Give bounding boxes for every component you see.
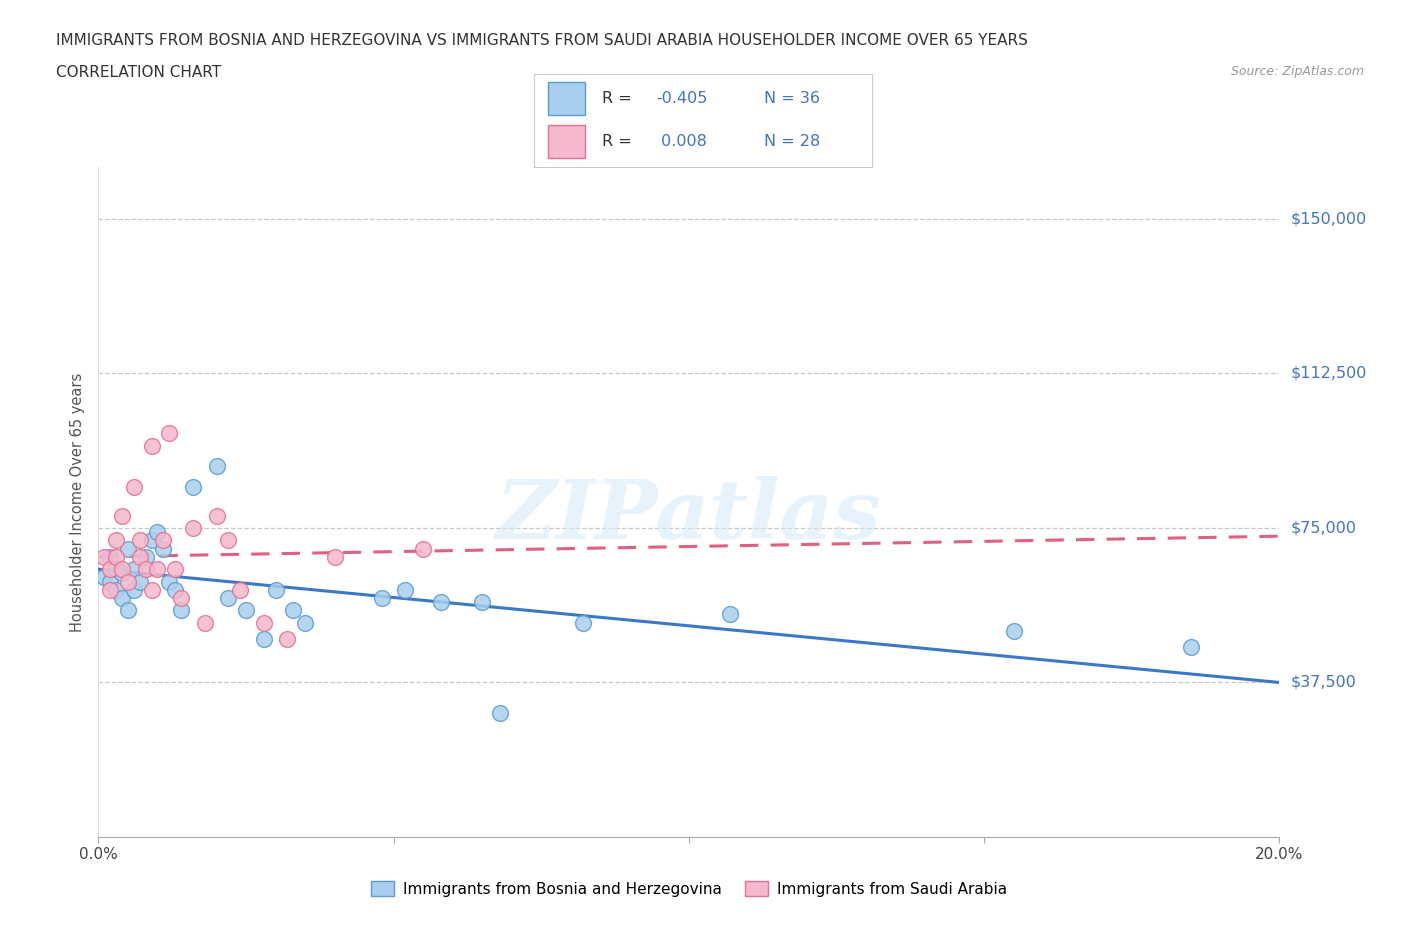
- Point: [141, 438, 163, 453]
- Text: R =: R =: [602, 134, 637, 149]
- Point: [181, 479, 204, 494]
- Point: [170, 603, 193, 618]
- Point: [122, 479, 145, 494]
- Point: [430, 594, 453, 609]
- Point: [128, 533, 150, 548]
- Point: [105, 582, 128, 597]
- Point: [412, 541, 434, 556]
- Point: [152, 541, 174, 556]
- Point: [194, 616, 217, 631]
- Point: [122, 582, 145, 597]
- Point: [371, 591, 394, 605]
- Text: -0.405: -0.405: [655, 91, 707, 106]
- FancyBboxPatch shape: [548, 82, 585, 115]
- Text: $112,500: $112,500: [1291, 365, 1367, 381]
- Point: [128, 550, 150, 565]
- Point: [111, 565, 134, 580]
- Point: [105, 562, 128, 577]
- Text: $75,000: $75,000: [1291, 521, 1357, 536]
- Point: [165, 562, 187, 577]
- Text: Source: ZipAtlas.com: Source: ZipAtlas.com: [1230, 65, 1364, 78]
- Point: [141, 533, 163, 548]
- Point: [128, 574, 150, 589]
- Text: IMMIGRANTS FROM BOSNIA AND HERZEGOVINA VS IMMIGRANTS FROM SAUDI ARABIA HOUSEHOLD: IMMIGRANTS FROM BOSNIA AND HERZEGOVINA V…: [56, 33, 1028, 47]
- Point: [217, 591, 239, 605]
- Point: [1180, 640, 1202, 655]
- Point: [1002, 623, 1025, 638]
- Point: [117, 574, 139, 589]
- Point: [205, 458, 228, 473]
- Point: [229, 582, 252, 597]
- Point: [181, 521, 204, 536]
- Point: [157, 574, 180, 589]
- Point: [98, 582, 121, 597]
- Point: [146, 525, 169, 539]
- Point: [135, 562, 157, 577]
- FancyBboxPatch shape: [548, 125, 585, 158]
- Point: [165, 582, 187, 597]
- Point: [135, 550, 157, 565]
- Point: [294, 616, 316, 631]
- Point: [93, 570, 115, 585]
- Text: 0.008: 0.008: [655, 134, 707, 149]
- Point: [117, 541, 139, 556]
- Point: [93, 550, 115, 565]
- Point: [98, 562, 121, 577]
- Point: [323, 550, 346, 565]
- Point: [489, 706, 512, 721]
- Point: [157, 426, 180, 441]
- Legend: Immigrants from Bosnia and Herzegovina, Immigrants from Saudi Arabia: Immigrants from Bosnia and Herzegovina, …: [364, 875, 1014, 903]
- Point: [111, 508, 134, 523]
- Point: [264, 582, 287, 597]
- Point: [98, 574, 121, 589]
- Point: [111, 562, 134, 577]
- Text: R =: R =: [602, 91, 637, 106]
- Point: [205, 508, 228, 523]
- Y-axis label: Householder Income Over 65 years: Householder Income Over 65 years: [70, 373, 86, 631]
- Point: [253, 616, 276, 631]
- Point: [170, 591, 193, 605]
- Text: $37,500: $37,500: [1291, 675, 1357, 690]
- Point: [235, 603, 257, 618]
- Text: ZIPatlas: ZIPatlas: [496, 475, 882, 555]
- Point: [276, 631, 298, 646]
- Point: [394, 582, 416, 597]
- Point: [105, 533, 128, 548]
- Text: $150,000: $150,000: [1291, 211, 1367, 226]
- Point: [718, 607, 741, 622]
- Point: [283, 603, 305, 618]
- Point: [111, 591, 134, 605]
- Point: [253, 631, 276, 646]
- Point: [152, 533, 174, 548]
- Text: CORRELATION CHART: CORRELATION CHART: [56, 65, 221, 80]
- Point: [117, 603, 139, 618]
- Text: N = 28: N = 28: [763, 134, 820, 149]
- Point: [122, 562, 145, 577]
- Point: [217, 533, 239, 548]
- Point: [105, 550, 128, 565]
- Point: [98, 550, 121, 565]
- Point: [146, 562, 169, 577]
- Text: N = 36: N = 36: [763, 91, 820, 106]
- Point: [571, 616, 593, 631]
- Point: [141, 582, 163, 597]
- Point: [471, 594, 494, 609]
